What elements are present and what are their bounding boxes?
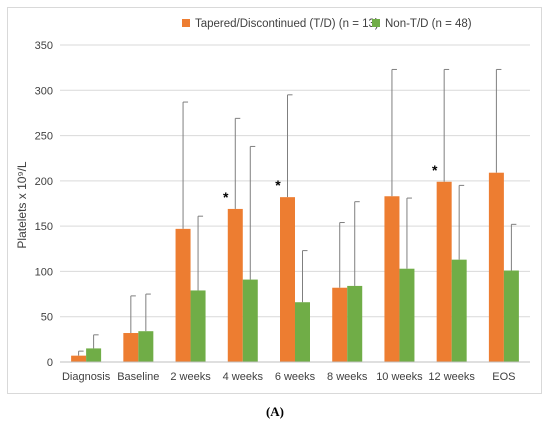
bars bbox=[71, 172, 519, 362]
y-tick-label: 0 bbox=[47, 357, 53, 369]
bar bbox=[347, 285, 363, 362]
bar bbox=[190, 290, 206, 362]
bar bbox=[488, 172, 504, 362]
error-bars bbox=[78, 68, 517, 356]
legend-swatch bbox=[372, 19, 380, 27]
y-tick-label: 150 bbox=[35, 221, 53, 233]
x-tick-label: 12 weeks bbox=[428, 371, 475, 383]
x-tick-label: 8 weeks bbox=[327, 371, 368, 383]
x-tick-label: 4 weeks bbox=[223, 371, 264, 383]
x-tick-label: Baseline bbox=[117, 371, 159, 383]
x-tick-label: Diagnosis bbox=[62, 371, 111, 383]
y-axis-ticks: 0 50 100 150 200 250 300 350 bbox=[35, 40, 53, 369]
significance-markers: * * * bbox=[223, 162, 438, 205]
bar bbox=[280, 197, 295, 362]
significance-marker: * bbox=[223, 189, 229, 205]
x-tick-label: 10 weeks bbox=[376, 371, 423, 383]
bar bbox=[175, 228, 191, 362]
bar bbox=[384, 196, 400, 362]
y-tick-label: 300 bbox=[35, 85, 53, 97]
y-tick-label: 350 bbox=[35, 40, 53, 52]
legend-swatch bbox=[182, 19, 190, 27]
legend-label: Tapered/Discontinued (T/D) (n = 13) bbox=[195, 18, 379, 30]
y-tick-label: 250 bbox=[35, 131, 53, 143]
x-tick-label: EOS bbox=[492, 371, 515, 383]
x-axis-ticks: Diagnosis Baseline 2 weeks 4 weeks 6 weeks 8 … bbox=[62, 371, 516, 383]
bar bbox=[332, 287, 348, 362]
x-tick-label: 2 weeks bbox=[170, 371, 211, 383]
x-tick-label: 6 weeks bbox=[275, 371, 316, 383]
bar bbox=[123, 333, 139, 362]
bar bbox=[242, 279, 258, 362]
panel-label: (A) bbox=[265, 404, 285, 419]
bar bbox=[295, 302, 310, 362]
bar bbox=[503, 270, 519, 362]
y-tick-label: 200 bbox=[35, 176, 53, 188]
bar bbox=[138, 331, 154, 362]
significance-marker: * bbox=[432, 162, 438, 178]
y-axis-label: Platelets x 10⁹/L bbox=[15, 161, 29, 249]
y-tick-label: 50 bbox=[41, 312, 53, 324]
legend: Tapered/Discontinued (T/D) (n = 13) Non-T… bbox=[182, 18, 472, 30]
bar bbox=[399, 268, 415, 362]
chart-frame bbox=[7, 7, 542, 394]
bar bbox=[227, 208, 243, 362]
bar bbox=[451, 259, 467, 362]
y-tick-label: 100 bbox=[35, 266, 53, 278]
significance-marker: * bbox=[275, 177, 281, 193]
bar bbox=[86, 348, 102, 362]
bar bbox=[436, 181, 452, 362]
legend-label: Non-T/D (n = 48) bbox=[385, 18, 472, 30]
bar bbox=[71, 355, 87, 362]
